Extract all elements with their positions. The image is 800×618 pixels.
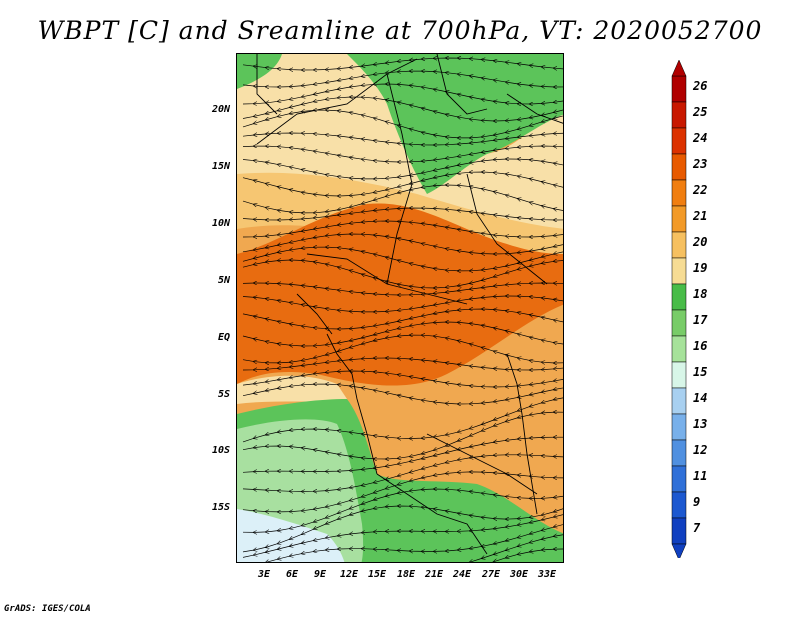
lon-label-6e: 6E [285,569,299,580]
colorbar-swatch [671,361,687,389]
colorbar [671,59,687,558]
colorbar-label-12: 12 [693,443,708,457]
colorbar-swatch [671,439,687,467]
colorbar-label-9: 9 [693,495,701,509]
colorbar-label-19: 19 [693,261,708,275]
lon-label-18e: 18E [396,569,416,580]
lon-label-12e: 12E [339,569,359,580]
colorbar-swatch [671,465,687,493]
lat-label-eq: EQ [217,332,230,343]
colorbar-swatch [671,231,687,259]
lon-label-15e: 15E [367,569,387,580]
lon-label-33e: 33E [537,569,557,580]
colorbar-swatch [671,153,687,181]
colorbar-swatch [671,413,687,441]
colorbar-swatches [671,59,687,558]
colorbar-label-25: 25 [693,105,708,119]
streamlines [242,58,563,562]
colorbar-label-21: 21 [693,209,708,223]
colorbar-swatch [671,101,687,129]
map-plot [237,54,563,562]
streamline [242,110,563,138]
colorbar-swatch [671,491,687,519]
lat-label-15n: 15N [211,161,230,172]
colorbar-swatch [671,179,687,207]
colorbar-label-24: 24 [693,131,708,145]
colorbar-swatch [671,335,687,363]
lon-label-3e: 3E [257,569,271,580]
colorbar-label-16: 16 [693,339,708,353]
colorbar-label-22: 22 [693,183,708,197]
lon-label-27e: 27E [481,569,501,580]
lon-label-21e: 21E [424,569,444,580]
colorbar-label-26: 26 [693,79,708,93]
colorbar-label-13: 13 [693,417,708,431]
lat-label-20n: 20N [211,104,230,115]
colorbar-swatch [671,127,687,155]
colorbar-min-arrow [671,543,687,558]
colorbar-label-14: 14 [693,391,708,405]
lat-label-10n: 10N [211,218,230,229]
lat-label-10s: 10S [211,445,230,456]
streamline [243,549,563,562]
colorbar-label-20: 20 [693,235,708,249]
lon-label-30e: 30E [509,569,529,580]
colorbar-label-15: 15 [693,365,708,379]
colorbar-swatch [671,387,687,415]
lon-label-24e: 24E [452,569,472,580]
grads-credit: GrADS: IGES/COLA [4,604,91,614]
colorbar-max-arrow [671,59,687,77]
colorbar-label-18: 18 [693,287,708,301]
lat-label-5n: 5N [217,275,230,286]
colorbar-label-17: 17 [693,313,708,327]
colorbar-label-7: 7 [693,521,701,535]
lat-label-15s: 15S [211,502,230,513]
colorbar-swatch [671,283,687,311]
colorbar-swatch [671,309,687,337]
country-borders [256,54,563,555]
chart-title: WBPT [C] and Sreamline at 700hPa, VT: 20… [37,16,763,45]
colorbar-label-23: 23 [693,157,708,171]
lon-label-9e: 9E [313,569,327,580]
colorbar-swatch [671,75,687,103]
colorbar-swatch [671,205,687,233]
streamline [242,133,563,145]
colorbar-swatch [671,257,687,285]
colorbar-label-11: 11 [693,469,708,483]
lat-label-5s: 5S [217,389,230,400]
map-panel [236,53,564,563]
colorbar-swatch [671,517,687,545]
